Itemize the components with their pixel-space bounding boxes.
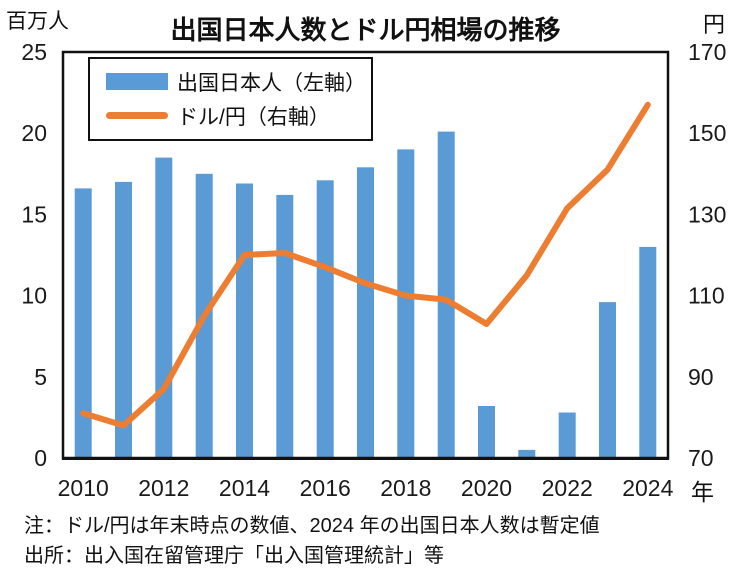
bar-2010 bbox=[74, 188, 92, 458]
x-tick-2020: 2020 bbox=[461, 475, 512, 501]
right-tick-150: 150 bbox=[688, 120, 726, 146]
left-tick-10: 10 bbox=[21, 283, 47, 309]
x-tick-2012: 2012 bbox=[138, 475, 189, 501]
bar-2019 bbox=[437, 131, 455, 458]
right-tick-110: 110 bbox=[688, 283, 725, 309]
right-tick-170: 170 bbox=[688, 39, 726, 65]
usdjpy-line bbox=[80, 101, 651, 429]
bar-series-label: 出国日本人（左軸） bbox=[177, 71, 366, 95]
right-tick-90: 90 bbox=[688, 364, 714, 390]
left-tick-0: 0 bbox=[34, 445, 47, 471]
bar-2023 bbox=[599, 302, 616, 458]
chart-notes: 注：ドル/円は年末時点の数値、2024 年の出国日本人数は暫定値 出所：出入国在… bbox=[24, 511, 600, 571]
left-tick-15: 15 bbox=[21, 201, 47, 227]
bar-2015 bbox=[276, 194, 294, 458]
bar-2021 bbox=[518, 449, 536, 458]
note-line-2: 出所：出入国在留管理庁「出入国管理統計」等 bbox=[24, 545, 444, 567]
left-axis-unit-label: 百万人 bbox=[6, 10, 69, 33]
bar-2016 bbox=[316, 180, 334, 459]
left-tick-5: 5 bbox=[34, 364, 47, 390]
x-tick-2016: 2016 bbox=[300, 475, 351, 501]
chart-title: 出国日本人数とドル円相場の推移 bbox=[170, 15, 561, 45]
bar-2020 bbox=[478, 406, 495, 458]
left-tick-25: 25 bbox=[21, 39, 47, 65]
right-tick-130: 130 bbox=[688, 201, 726, 227]
bar-series-swatch bbox=[106, 73, 168, 90]
bar-2017 bbox=[357, 167, 374, 459]
bar-2011 bbox=[115, 181, 132, 458]
line-series-label: ドル/円（右軸） bbox=[177, 105, 330, 129]
bar-2018 bbox=[397, 149, 415, 458]
x-axis-unit-label: 年 bbox=[691, 479, 714, 505]
bar-2014 bbox=[236, 183, 253, 458]
x-tick-2022: 2022 bbox=[542, 475, 593, 501]
line-series-swatch bbox=[106, 112, 168, 119]
legend-item-line-series: ドル/円（右軸） bbox=[106, 100, 363, 131]
left-tick-20: 20 bbox=[21, 120, 47, 146]
right-axis-unit-label: 円 bbox=[703, 12, 726, 37]
x-tick-2024: 2024 bbox=[622, 475, 673, 501]
x-tick-2010: 2010 bbox=[58, 475, 109, 501]
x-tick-2014: 2014 bbox=[219, 475, 270, 501]
x-tick-2018: 2018 bbox=[380, 475, 431, 501]
legend: 出国日本人（左軸） ドル/円（右軸） bbox=[88, 57, 373, 141]
bar-2024 bbox=[639, 246, 657, 458]
bar-2012 bbox=[155, 157, 173, 458]
note-line-1: 注：ドル/円は年末時点の数値、2024 年の出国日本人数は暫定値 bbox=[24, 515, 600, 537]
bar-2022 bbox=[558, 412, 576, 458]
legend-item-bar-series: 出国日本人（左軸） bbox=[106, 66, 366, 97]
right-tick-70: 70 bbox=[688, 445, 714, 471]
